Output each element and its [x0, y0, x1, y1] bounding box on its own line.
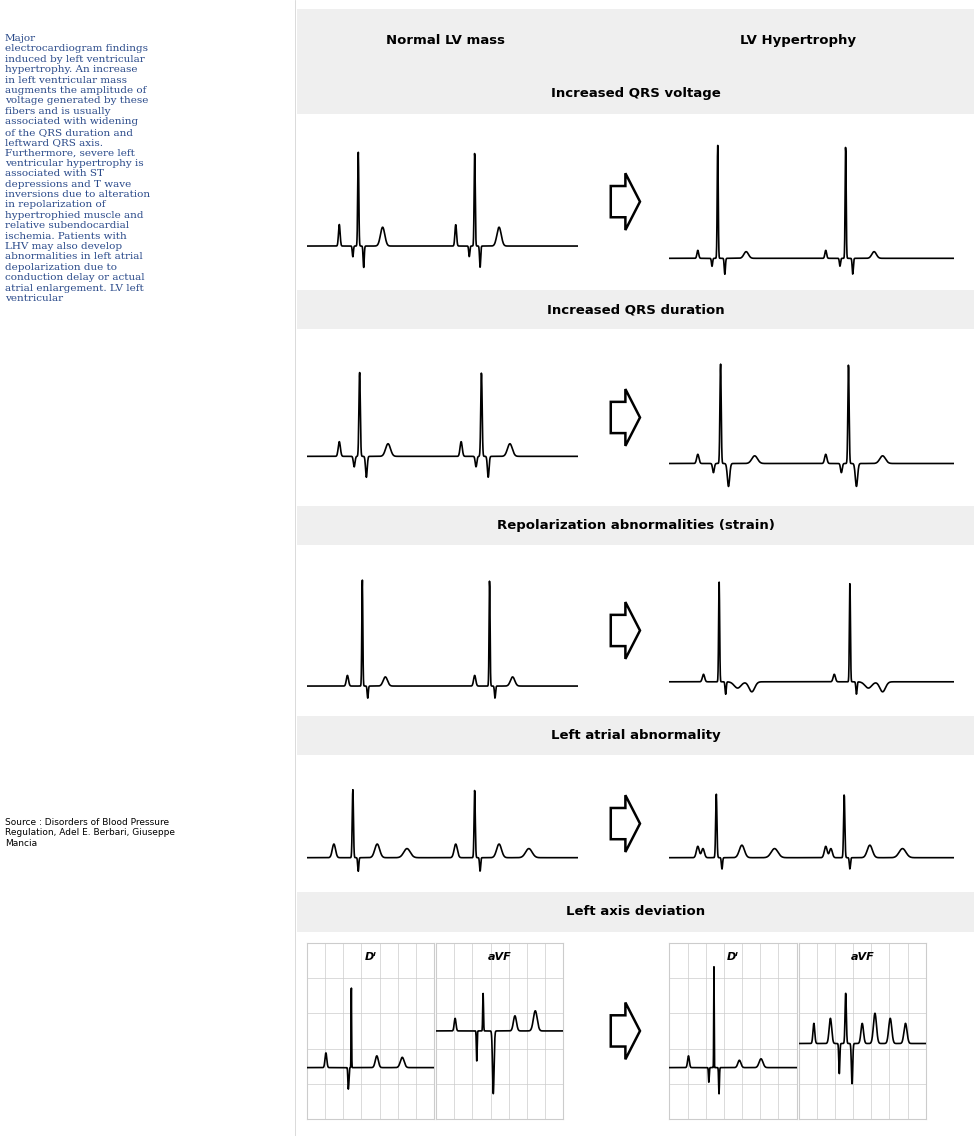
Text: Left atrial abnormality: Left atrial abnormality: [550, 729, 721, 742]
Text: Left axis deviation: Left axis deviation: [566, 905, 705, 918]
FancyBboxPatch shape: [297, 506, 974, 545]
Polygon shape: [611, 602, 640, 659]
Text: Normal LV mass: Normal LV mass: [387, 34, 506, 48]
Text: Source : Disorders of Blood Pressure
Regulation, Adel E. Berbari, Giuseppe
Manci: Source : Disorders of Blood Pressure Reg…: [5, 818, 175, 847]
Text: Increased QRS voltage: Increased QRS voltage: [550, 87, 721, 100]
Polygon shape: [611, 1003, 640, 1059]
Text: Dᴵ: Dᴵ: [727, 952, 739, 962]
Text: LV Hypertrophy: LV Hypertrophy: [740, 34, 856, 48]
Text: Repolarization abnormalities (strain): Repolarization abnormalities (strain): [497, 519, 774, 532]
Polygon shape: [611, 173, 640, 229]
Text: Major
electrocardiogram findings
induced by left ventricular
hypertrophy. An inc: Major electrocardiogram findings induced…: [5, 34, 150, 303]
FancyBboxPatch shape: [297, 716, 974, 755]
FancyBboxPatch shape: [297, 9, 974, 74]
Text: Dᴵ: Dᴵ: [364, 952, 376, 962]
Polygon shape: [611, 389, 640, 445]
FancyBboxPatch shape: [297, 892, 974, 932]
FancyBboxPatch shape: [297, 290, 974, 329]
Polygon shape: [611, 795, 640, 852]
Text: aVF: aVF: [850, 952, 874, 962]
FancyBboxPatch shape: [297, 74, 974, 114]
Text: Increased QRS duration: Increased QRS duration: [546, 303, 725, 316]
Text: aVF: aVF: [488, 952, 511, 962]
